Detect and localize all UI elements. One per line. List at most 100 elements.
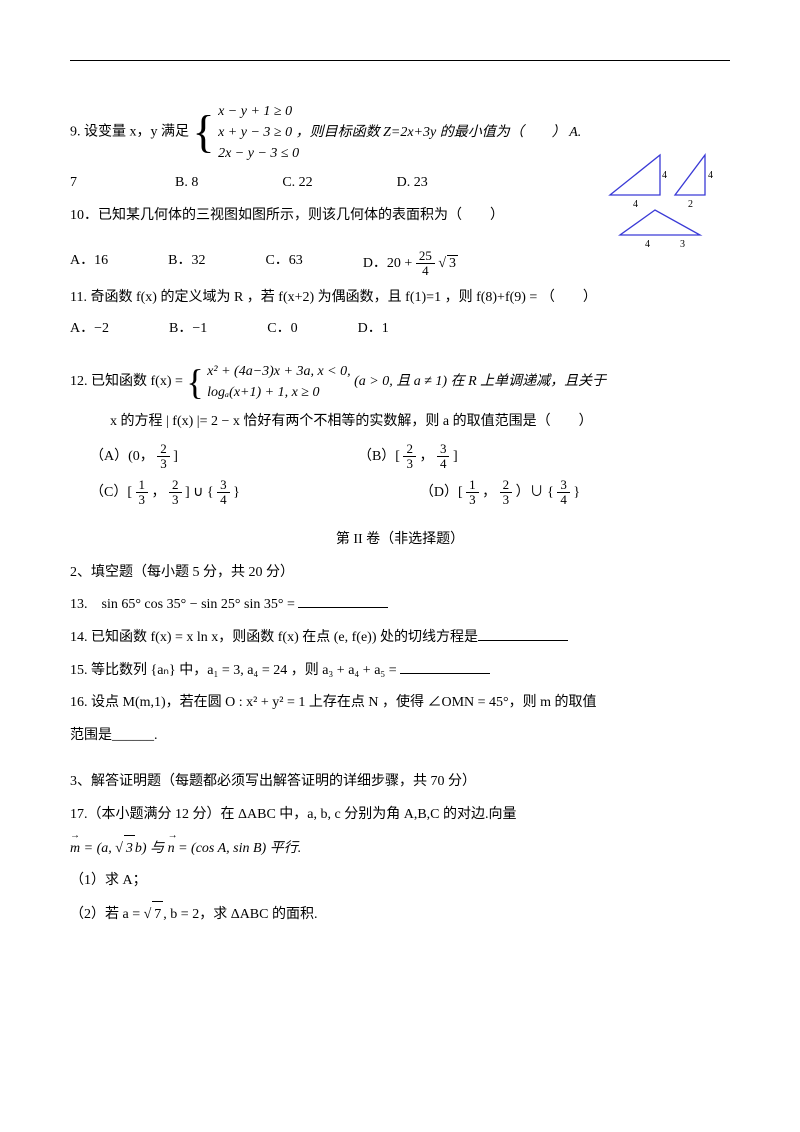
q12-p2: logₐ(x+1) + 1, x ≥ 0 xyxy=(207,382,350,403)
txt: ， xyxy=(419,449,433,464)
blank-line xyxy=(298,593,388,608)
fraction: 25 4 xyxy=(416,249,435,279)
txt: = (a, xyxy=(80,841,115,856)
q10-B: B．32 xyxy=(168,249,205,279)
d: 3 xyxy=(403,457,416,471)
sqrt-val: 3 xyxy=(124,835,135,863)
q17-l4: （2）若 a = √7, b = 2，求 ΔABC 的面积. xyxy=(70,901,730,929)
d: 3 xyxy=(466,493,479,507)
vector-m-icon: m xyxy=(70,836,80,863)
txt: ， xyxy=(482,485,496,500)
n: 2 xyxy=(500,478,513,493)
txt: ] xyxy=(173,449,178,464)
q12-line2: x 的方程 | f(x) |= 2 − x 恰好有两个不相等的实数解，则 a 的… xyxy=(70,409,730,436)
txt: } xyxy=(233,485,240,500)
q17-l1: 17.（本小题满分 12 分）在 ΔABC 中，a, b, c 分别为角 A,B… xyxy=(70,802,730,829)
sqrt-icon: √ xyxy=(438,256,446,271)
q11-B: B．−1 xyxy=(169,317,207,337)
brace-icon: { xyxy=(186,368,203,397)
n: 3 xyxy=(217,478,230,493)
q17-l3: （1）求 A； xyxy=(70,868,730,895)
txt: ] xyxy=(453,449,458,464)
txt: ）∪ { xyxy=(516,485,554,500)
q15-text: 15. 等比数列 {aₙ} 中，a₁ = 3, a₄ = 24 ，则 a₃ + … xyxy=(70,663,400,678)
q14-text: 14. 已知函数 f(x) = x ln x，则函数 f(x) 在点 (e, f… xyxy=(70,630,478,645)
svg-text:3: 3 xyxy=(680,239,685,250)
q16-l2: 范围是______. xyxy=(70,723,730,750)
n: 3 xyxy=(557,478,570,493)
q11-choices: A．−2 B．−1 C．0 D．1 xyxy=(70,317,730,337)
sqrt-val: 7 xyxy=(152,901,163,929)
q12-C: （C）[ 13 ， 23 ] ∪ { 34 } xyxy=(90,478,240,508)
part2-sub: 2、填空题（每小题 5 分，共 20 分） xyxy=(70,560,730,587)
svg-text:4: 4 xyxy=(633,199,638,210)
q15: 15. 等比数列 {aₙ} 中，a₁ = 3, a₄ = 24 ，则 a₃ + … xyxy=(70,658,730,685)
q13-text: 13. sin 65° cos 35° − sin 25° sin 35° = xyxy=(70,597,298,612)
part2-header: 第 II 卷（非选择题） xyxy=(70,527,730,554)
txt: } xyxy=(573,485,580,500)
q9-eq1: x − y + 1 ≥ 0 xyxy=(218,101,581,122)
n: 3 xyxy=(437,442,450,457)
n: 1 xyxy=(466,478,479,493)
q10-C: C．63 xyxy=(265,249,302,279)
q13: 13. sin 65° cos 35° − sin 25° sin 35° = xyxy=(70,592,730,619)
n: 2 xyxy=(169,478,182,493)
q12-row2: （C）[ 13 ， 23 ] ∪ { 34 } （D）[ 13 ， 23 ）∪ … xyxy=(90,478,730,508)
q16-l1: 16. 设点 M(m,1)，若在圆 O : x² + y² = 1 上存在点 N… xyxy=(70,690,730,717)
q9-stem: 9. 设变量 x，y 满足 xyxy=(70,125,189,140)
q14: 14. 已知函数 f(x) = x ln x，则函数 f(x) 在点 (e, f… xyxy=(70,625,730,652)
q12-tail: (a > 0, 且 a ≠ 1) 在 R 上单调递减，且关于 xyxy=(354,375,606,390)
q12-row1: （A）(0， 23 ] （B）[ 23 ， 34 ] xyxy=(90,442,730,472)
q11-D: D．1 xyxy=(358,317,389,337)
txt: （C）[ xyxy=(90,485,132,500)
frac-den: 4 xyxy=(416,264,435,278)
txt: b) 与 xyxy=(135,841,168,856)
n: 2 xyxy=(157,442,170,457)
txt: ] ∪ { xyxy=(185,485,214,500)
d: 4 xyxy=(217,493,230,507)
svg-text:4: 4 xyxy=(708,170,713,181)
blank-line xyxy=(400,659,490,674)
three-view-figure: 4 4 4 2 4 3 xyxy=(600,145,740,260)
q11-C: C．0 xyxy=(267,317,297,337)
sqrt-val: 3 xyxy=(447,255,458,272)
q12-piecewise: x² + (4a−3)x + 3a, x < 0, logₐ(x+1) + 1,… xyxy=(207,361,350,403)
triangle-views-icon: 4 4 4 2 4 3 xyxy=(600,145,740,255)
d: 3 xyxy=(136,493,149,507)
q11-A: A．−2 xyxy=(70,317,109,337)
vector-n-icon: n xyxy=(168,836,175,863)
q12-p1: x² + (4a−3)x + 3a, x < 0, xyxy=(207,361,350,382)
q10-D-pre: D．20 + xyxy=(363,256,413,271)
q10-A: A．16 xyxy=(70,249,108,279)
svg-text:2: 2 xyxy=(688,199,693,210)
q12-B: （B）[ 23 ， 34 ] xyxy=(358,442,458,472)
q12-A: （A）(0， 23 ] xyxy=(90,442,178,472)
d: 3 xyxy=(169,493,182,507)
n: 1 xyxy=(136,478,149,493)
d: 3 xyxy=(500,493,513,507)
part3-sub: 3、解答证明题（每题都必须写出解答证明的详细步骤，共 70 分） xyxy=(70,769,730,796)
brace-icon: { xyxy=(193,114,215,151)
sqrt-icon: √ xyxy=(115,841,123,856)
q11-stem: 11. 奇函数 f(x) 的定义域为 R ，若 f(x+2) 为偶函数，且 f(… xyxy=(70,285,730,312)
top-rule xyxy=(70,60,730,61)
txt: （2）若 a = xyxy=(70,907,144,922)
n: 2 xyxy=(403,442,416,457)
q12: 12. 已知函数 f(x) = { x² + (4a−3)x + 3a, x <… xyxy=(70,361,730,403)
q12-D: （D）[ 13 ， 23 ）∪ { 34 } xyxy=(420,478,580,508)
q9-eq2: x + y − 3 ≥ 0 ，则目标函数 Z=2x+3y 的最小值为（ ） A. xyxy=(218,122,581,143)
d: 4 xyxy=(437,457,450,471)
q12-stem: 12. 已知函数 f(x) = xyxy=(70,375,183,390)
sqrt-icon: √ xyxy=(144,907,152,922)
txt: （D）[ xyxy=(420,485,463,500)
frac-num: 25 xyxy=(416,249,435,264)
svg-text:4: 4 xyxy=(662,170,667,181)
txt: （B）[ xyxy=(358,449,400,464)
q17-l2: m = (a, √3b) 与 n = (cos A, sin B) 平行. xyxy=(70,835,730,863)
q9-system: x − y + 1 ≥ 0 x + y − 3 ≥ 0 ，则目标函数 Z=2x+… xyxy=(218,101,581,164)
txt: ， xyxy=(152,485,166,500)
d: 3 xyxy=(157,457,170,471)
d: 4 xyxy=(557,493,570,507)
blank-line xyxy=(478,626,568,641)
q10-D: D．20 + 25 4 √3 xyxy=(363,249,458,279)
